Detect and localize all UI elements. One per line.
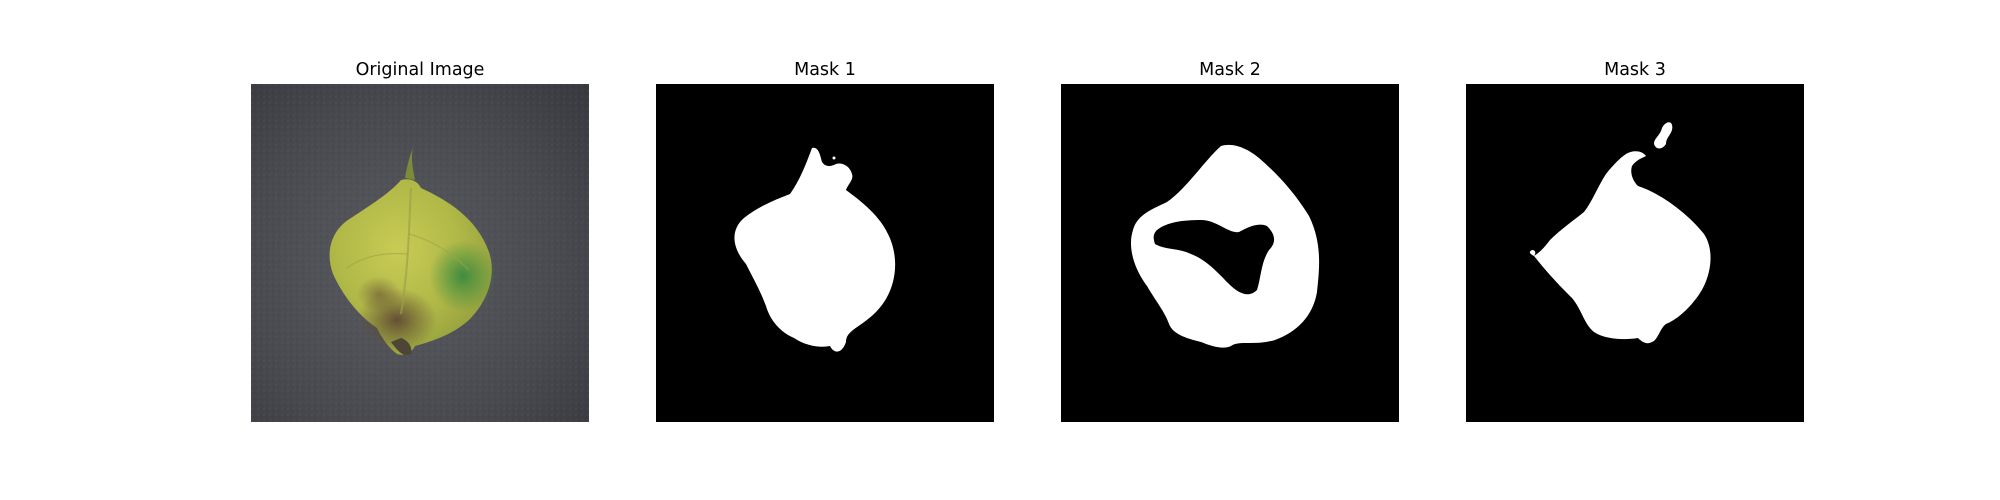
panel-title: Mask 2 — [1199, 60, 1261, 80]
panel-title: Mask 1 — [794, 60, 856, 80]
panel-original-image: Original Image — [251, 56, 589, 422]
panel-mask-3: Mask 3 — [1466, 56, 1804, 422]
panel-mask-1: Mask 1 — [656, 56, 994, 422]
mask-1-image — [656, 84, 994, 422]
panel-title: Original Image — [355, 60, 485, 80]
mask-2-image — [1061, 84, 1399, 422]
original-image — [251, 84, 589, 422]
panel-title: Mask 3 — [1604, 60, 1666, 80]
panel-mask-2: Mask 2 — [1061, 56, 1399, 422]
mask-3-image — [1466, 84, 1804, 422]
